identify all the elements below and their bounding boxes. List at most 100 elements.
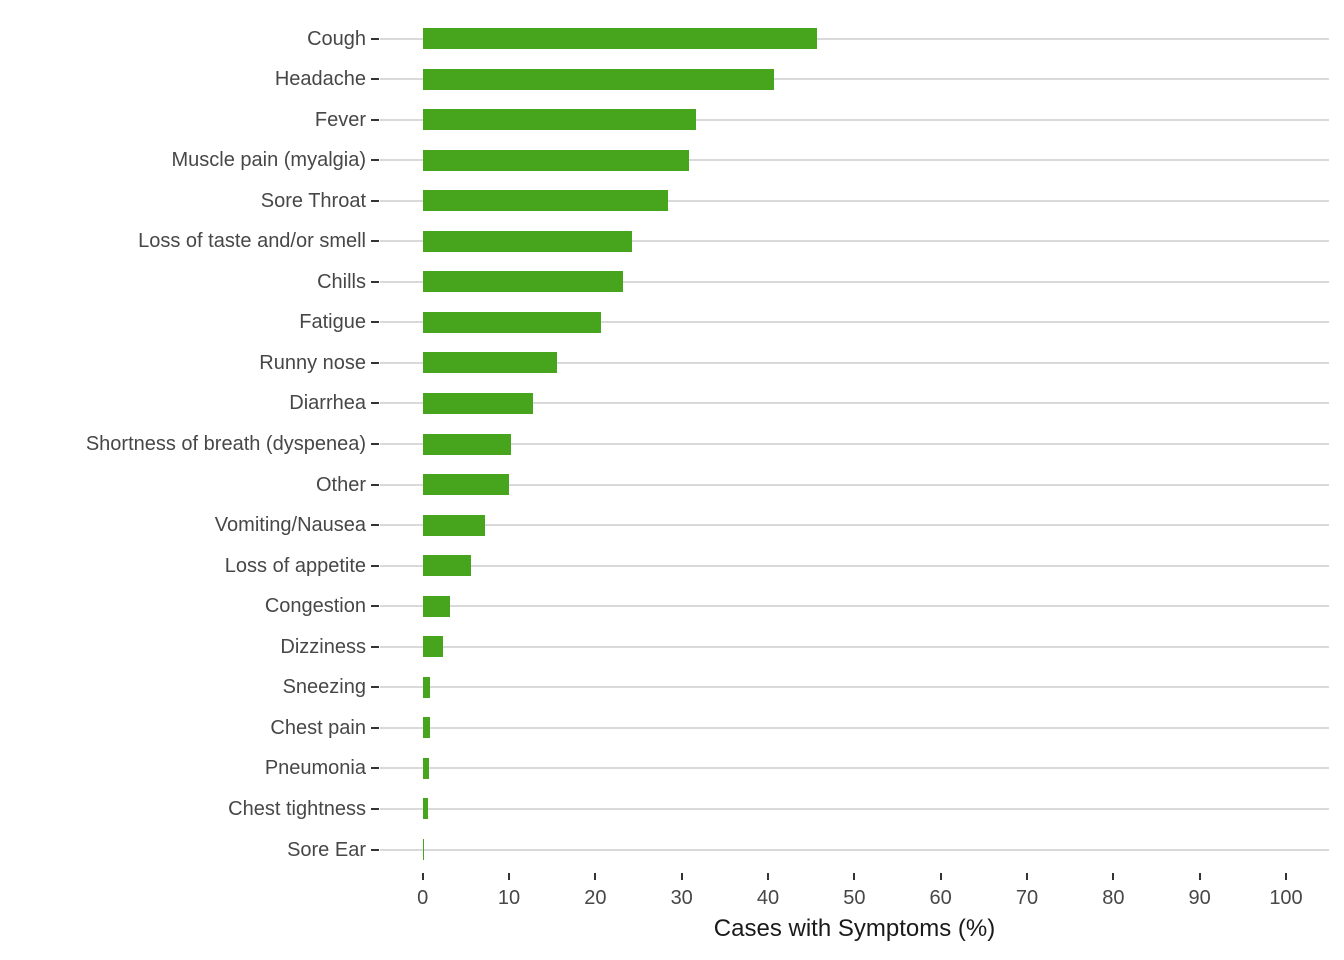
y-gridline [380,483,1329,486]
bar-sneezing [422,676,431,698]
y-axis-tick [371,402,379,405]
bar-dizziness [422,636,444,658]
y-axis-label: Chills [317,270,366,293]
y-axis-label: Sore Ear [287,838,366,861]
y-axis-tick [371,118,379,121]
x-axis-tick [1285,873,1287,880]
bar-fever [422,109,697,131]
x-axis-tick [421,873,424,880]
bar-fatigue [422,311,601,333]
y-axis-label: Diarrhea [289,392,366,415]
y-axis-tick [371,524,379,527]
y-axis-label: Dizziness [280,635,366,658]
y-axis-tick [371,767,379,770]
x-axis-tick-label: 80 [1102,887,1125,909]
bar-shortness-of-breath-dyspenea- [422,433,511,455]
y-gridline [380,686,1329,689]
y-axis-tick [371,199,379,202]
bar-chills [422,271,623,293]
y-axis-tick [371,37,379,40]
y-axis-label: Chest tightness [228,797,366,820]
y-axis-label: Cough [307,27,366,50]
x-axis-tick-label: 20 [584,887,607,909]
y-axis-tick [371,78,379,81]
y-axis-label: Muscle pain (myalgia) [171,149,366,172]
y-axis-label: Runny nose [259,351,366,374]
x-axis-tick [508,873,511,880]
y-axis-label: Loss of appetite [224,554,366,577]
bar-diarrhea [422,392,534,414]
bar-vomiting-nausea [422,514,485,536]
y-gridline [380,726,1329,729]
y-axis-label: Fever [314,108,366,131]
x-axis-tick [853,873,856,880]
x-axis-tick [594,873,597,880]
bar-sore-ear [422,839,424,860]
x-axis-tick [767,873,770,880]
bar-loss-of-appetite [422,555,472,577]
y-axis-tick [371,159,379,162]
y-axis-label: Pneumonia [264,757,366,780]
x-axis-tick-label: 0 [417,887,429,909]
y-axis-label: Fatigue [299,311,366,334]
x-axis-tick [1112,873,1115,880]
bar-pneumonia [422,757,429,779]
x-axis-tick-label: 10 [497,887,521,909]
x-axis-tick-label: 30 [670,887,693,909]
y-axis-tick [371,240,379,243]
y-axis-label: Vomiting/Nausea [214,514,366,537]
bar-headache [422,68,775,90]
x-axis-tick-label: 60 [929,887,952,909]
y-gridline [380,361,1329,364]
y-gridline [380,645,1329,648]
y-gridline [380,118,1329,121]
bar-congestion [422,595,451,617]
bar-loss-of-taste-and-or-smell [422,230,632,252]
y-gridline [380,280,1329,283]
bar-sore-throat [422,190,668,212]
x-axis-tick-label: 40 [756,887,780,909]
y-gridline [380,767,1329,770]
y-gridline [380,402,1329,405]
x-axis-tick-label: 70 [1015,887,1039,909]
y-axis-label: Headache [274,68,366,91]
y-gridline [380,807,1329,810]
x-axis-tick-label: 100 [1269,887,1303,909]
y-axis-tick [371,361,379,364]
y-gridline [380,524,1329,527]
y-axis-tick [371,686,379,689]
y-axis-tick [371,848,379,851]
bar-chest-tightness [422,798,428,820]
y-gridline [380,443,1329,445]
y-gridline [380,78,1329,81]
y-axis-tick [371,280,379,283]
y-gridline [380,159,1329,162]
y-axis-label: Sneezing [282,676,366,699]
x-axis-tick-label: 90 [1188,887,1211,909]
y-axis-label: Congestion [264,595,366,618]
y-axis-tick [371,645,379,648]
y-axis-label: Shortness of breath (dyspenea) [85,433,366,455]
x-axis-tick-label: 50 [843,887,866,909]
y-axis-label: Other [315,473,366,496]
y-axis-tick [371,321,379,324]
y-axis-label: Loss of taste and/or smell [138,230,366,253]
bar-chest-pain [422,717,431,739]
y-gridline [380,199,1329,202]
y-gridline [380,605,1329,608]
bar-cough [422,28,818,49]
y-axis-tick [371,605,379,608]
x-axis-tick [939,873,942,880]
x-axis-tick [1198,873,1201,880]
y-axis-tick [371,483,379,486]
y-axis-tick [371,807,379,810]
bar-runny-nose [422,352,558,374]
y-axis-label: Sore Throat [260,189,366,212]
y-axis-label: Chest pain [270,716,366,739]
y-gridline [380,848,1329,851]
y-axis-tick [371,443,379,445]
y-axis-tick [371,726,379,729]
x-axis-tick [680,873,683,880]
bar-other [422,474,510,496]
